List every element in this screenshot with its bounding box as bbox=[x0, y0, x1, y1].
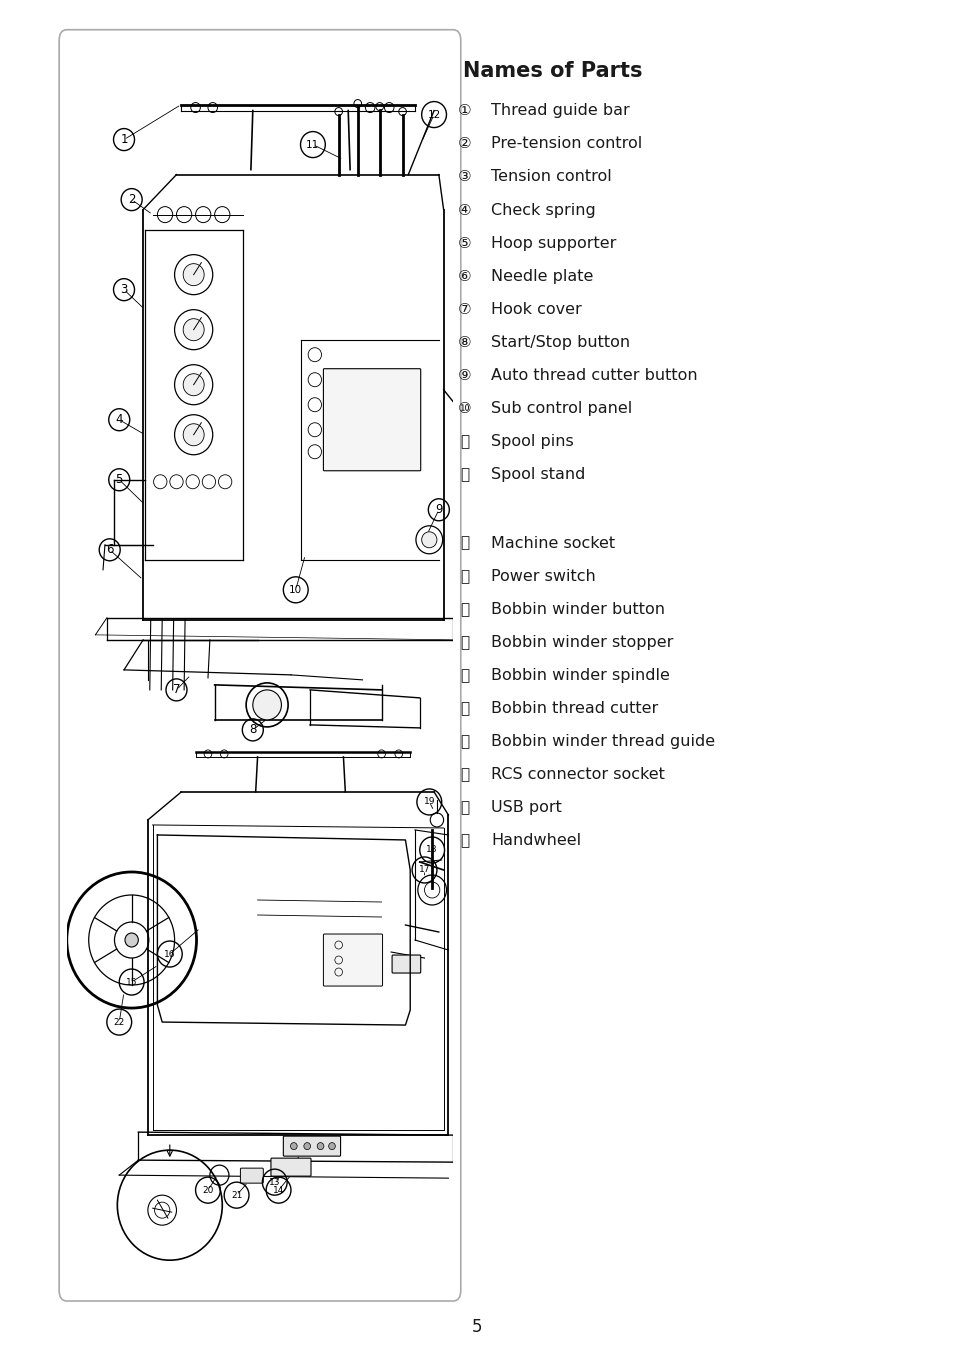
Text: 5: 5 bbox=[115, 473, 123, 486]
Text: Bobbin winder spindle: Bobbin winder spindle bbox=[491, 667, 669, 684]
FancyBboxPatch shape bbox=[59, 30, 460, 1301]
Text: Spool pins: Spool pins bbox=[491, 434, 574, 450]
Circle shape bbox=[183, 319, 204, 340]
Text: Tension control: Tension control bbox=[491, 169, 612, 185]
Text: 21: 21 bbox=[231, 1190, 242, 1200]
Text: Auto thread cutter button: Auto thread cutter button bbox=[491, 367, 698, 384]
FancyBboxPatch shape bbox=[392, 955, 420, 973]
Text: 13: 13 bbox=[269, 1178, 280, 1186]
Text: 14: 14 bbox=[273, 1186, 284, 1194]
Circle shape bbox=[125, 934, 138, 947]
Text: Check spring: Check spring bbox=[491, 203, 596, 218]
Text: ⑭: ⑭ bbox=[459, 569, 469, 584]
Text: Thread guide bar: Thread guide bar bbox=[491, 103, 629, 119]
Text: Start/Stop button: Start/Stop button bbox=[491, 335, 630, 350]
Circle shape bbox=[183, 374, 204, 396]
Text: ⑦: ⑦ bbox=[457, 301, 471, 317]
Text: ⑨: ⑨ bbox=[457, 367, 471, 384]
Text: ⑮: ⑮ bbox=[459, 601, 469, 617]
Text: 16: 16 bbox=[164, 950, 175, 958]
Circle shape bbox=[316, 1143, 324, 1150]
Text: 19: 19 bbox=[423, 797, 435, 807]
Text: ⑰: ⑰ bbox=[459, 667, 469, 684]
Text: ①: ① bbox=[457, 103, 471, 119]
Text: Needle plate: Needle plate bbox=[491, 269, 593, 284]
Text: ⑱: ⑱ bbox=[459, 701, 469, 716]
Text: ⑥: ⑥ bbox=[457, 269, 471, 284]
Text: Bobbin winder button: Bobbin winder button bbox=[491, 601, 664, 617]
Text: ⑤: ⑤ bbox=[457, 235, 471, 251]
FancyBboxPatch shape bbox=[240, 1169, 263, 1183]
Text: ②: ② bbox=[457, 136, 471, 151]
Text: ⑧: ⑧ bbox=[457, 335, 471, 350]
Text: 12: 12 bbox=[427, 109, 440, 120]
Text: Sub control panel: Sub control panel bbox=[491, 401, 632, 416]
Text: Bobbin thread cutter: Bobbin thread cutter bbox=[491, 701, 658, 716]
Circle shape bbox=[290, 1143, 297, 1150]
Text: ③: ③ bbox=[457, 169, 471, 185]
FancyBboxPatch shape bbox=[271, 1158, 311, 1177]
FancyBboxPatch shape bbox=[323, 369, 420, 470]
Circle shape bbox=[183, 424, 204, 446]
Text: ⑫: ⑫ bbox=[459, 467, 469, 482]
Text: ④: ④ bbox=[457, 203, 471, 218]
Text: 22: 22 bbox=[113, 1017, 125, 1027]
Text: ⑳: ⑳ bbox=[459, 767, 469, 782]
Text: USB port: USB port bbox=[491, 800, 561, 816]
Text: Names of Parts: Names of Parts bbox=[462, 61, 641, 81]
Text: 4: 4 bbox=[115, 413, 123, 426]
Text: Hoop supporter: Hoop supporter bbox=[491, 235, 616, 251]
Text: ⑯: ⑯ bbox=[459, 635, 469, 650]
Text: 20: 20 bbox=[202, 1186, 213, 1194]
Text: 10: 10 bbox=[289, 585, 302, 594]
Text: Handwheel: Handwheel bbox=[491, 834, 580, 848]
Text: ⑵: ⑵ bbox=[459, 834, 469, 848]
Text: Hook cover: Hook cover bbox=[491, 301, 581, 317]
Text: 17: 17 bbox=[418, 866, 430, 874]
Text: 2: 2 bbox=[128, 193, 135, 207]
Text: 6: 6 bbox=[106, 543, 113, 557]
Text: 11: 11 bbox=[306, 139, 319, 150]
Text: Power switch: Power switch bbox=[491, 569, 596, 584]
Text: ⑴: ⑴ bbox=[459, 800, 469, 816]
Text: 7: 7 bbox=[172, 684, 180, 696]
Text: ⑩: ⑩ bbox=[457, 401, 471, 416]
Text: Pre-tension control: Pre-tension control bbox=[491, 136, 642, 151]
Text: 8: 8 bbox=[249, 723, 256, 736]
Text: 15: 15 bbox=[126, 978, 137, 986]
Text: 1: 1 bbox=[120, 134, 128, 146]
Text: Machine socket: Machine socket bbox=[491, 535, 615, 551]
FancyBboxPatch shape bbox=[323, 934, 382, 986]
Text: RCS connector socket: RCS connector socket bbox=[491, 767, 664, 782]
Text: ⑬: ⑬ bbox=[459, 535, 469, 551]
Text: ⑲: ⑲ bbox=[459, 734, 469, 750]
Text: 9: 9 bbox=[435, 504, 442, 516]
Text: 5: 5 bbox=[471, 1317, 482, 1336]
Text: Bobbin winder thread guide: Bobbin winder thread guide bbox=[491, 734, 715, 750]
Circle shape bbox=[328, 1143, 335, 1150]
Text: 18: 18 bbox=[426, 846, 437, 854]
Text: 3: 3 bbox=[120, 284, 128, 296]
Text: Bobbin winder stopper: Bobbin winder stopper bbox=[491, 635, 673, 650]
Text: Spool stand: Spool stand bbox=[491, 467, 585, 482]
Circle shape bbox=[303, 1143, 311, 1150]
Circle shape bbox=[421, 532, 436, 547]
FancyBboxPatch shape bbox=[283, 1136, 340, 1156]
Text: ⑪: ⑪ bbox=[459, 434, 469, 450]
Circle shape bbox=[183, 263, 204, 285]
Circle shape bbox=[253, 690, 281, 720]
